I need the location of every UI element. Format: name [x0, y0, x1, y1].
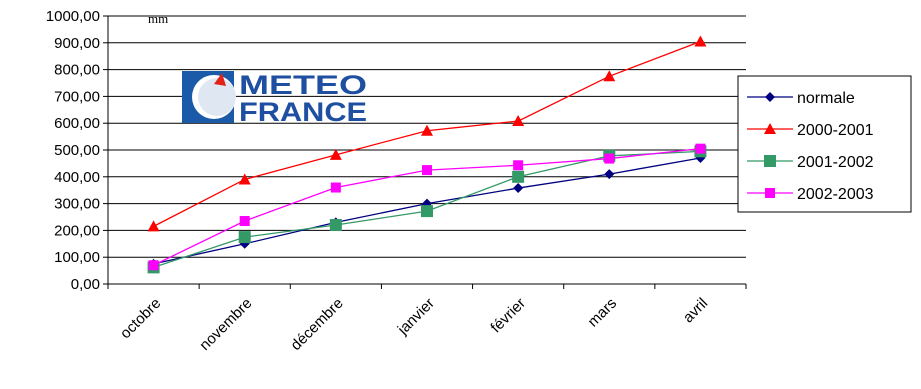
- logo-red-triangle: [214, 73, 226, 86]
- logo-text-france: FRANCE: [239, 97, 367, 127]
- unit-label: mm: [148, 11, 168, 26]
- y-tick-label: 200,00: [54, 222, 100, 239]
- data-point: [513, 183, 524, 194]
- legend: normale 2000-2001 2001-2002 2002-2003: [737, 75, 912, 213]
- y-tick-label: 400,00: [54, 169, 100, 186]
- logo-globe-shade: [198, 78, 236, 116]
- gridlines: [108, 15, 746, 285]
- legend-label: 2001-2002: [797, 154, 874, 171]
- x-tick-label: octobre: [117, 295, 164, 342]
- x-tick-label: novembre: [196, 295, 255, 354]
- data-point: [238, 173, 251, 185]
- y-tick-label: 500,00: [54, 142, 100, 159]
- data-point: [604, 153, 615, 164]
- logo-text-meteo: METEO: [239, 70, 367, 100]
- data-point: [148, 260, 159, 271]
- y-tick-label: 100,00: [54, 249, 100, 266]
- data-point: [695, 143, 706, 154]
- data-point: [147, 220, 160, 232]
- data-point: [422, 165, 432, 176]
- data-point: [604, 169, 615, 180]
- legend-item: normale: [747, 90, 855, 107]
- data-point: [512, 170, 525, 183]
- legend-label: 2002-2003: [797, 186, 874, 203]
- legend-marker: [764, 123, 776, 134]
- legend-label: 2000-2001: [797, 122, 874, 139]
- data-point: [238, 231, 251, 244]
- data-point: [329, 148, 342, 160]
- data-point: [421, 124, 433, 136]
- legend-marker: [765, 188, 775, 198]
- x-tick-label: mars: [585, 295, 621, 331]
- x-tick-label: avril: [680, 295, 711, 326]
- x-tick-label: décembre: [287, 295, 346, 354]
- series-2001-2002: [147, 145, 707, 274]
- y-axis: 0,00 100,00 200,00 300,00 400,00 500,00 600,00…: [46, 8, 109, 293]
- data-point: [694, 35, 707, 47]
- data-point: [329, 219, 342, 232]
- data-point: [239, 216, 250, 227]
- meteo-france-logo: METEO FRANCE: [182, 70, 367, 127]
- y-tick-label: 700,00: [54, 88, 100, 105]
- data-point: [421, 205, 433, 218]
- legend-item: 2000-2001: [747, 122, 874, 139]
- legend-item: 2001-2002: [747, 154, 874, 171]
- legend-marker: [765, 92, 775, 102]
- x-tick-label: janvier: [394, 295, 438, 339]
- data-point: [330, 182, 341, 193]
- y-tick-label: 1000,00: [46, 8, 100, 25]
- series-group: [147, 35, 707, 274]
- series-2002-2003: [148, 143, 706, 271]
- y-tick-label: 600,00: [54, 115, 100, 132]
- data-point: [512, 115, 525, 127]
- data-point: [513, 160, 524, 171]
- series-2000-2001: [147, 35, 707, 232]
- x-tick-label: février: [487, 295, 528, 336]
- x-axis: octobre novembre décembre janvier février mar…: [107, 283, 747, 354]
- y-tick-label: 0,00: [71, 276, 100, 293]
- legend-item: 2002-2003: [747, 186, 874, 203]
- y-tick-label: 800,00: [54, 62, 100, 79]
- data-point: [603, 70, 616, 82]
- legend-marker: [764, 155, 776, 167]
- y-tick-label: 900,00: [54, 35, 100, 52]
- y-tick-label: 300,00: [54, 196, 100, 213]
- legend-label: normale: [797, 90, 855, 107]
